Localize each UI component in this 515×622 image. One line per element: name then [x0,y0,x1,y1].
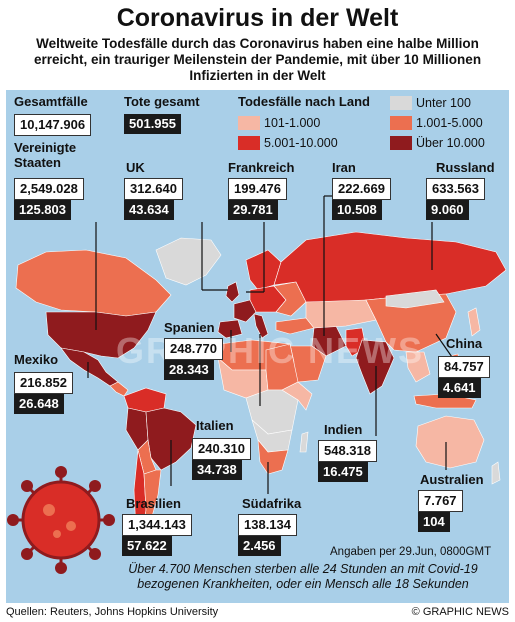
east-africa [281,381,313,411]
country-deaths-russia: 9.060 [426,200,469,220]
country-label-uk: UK [126,160,145,175]
legend-swatch-101-1000 [238,116,260,130]
country-label-brazil: Brasilien [126,496,181,511]
legend-swatch-over-10000 [390,136,412,150]
italy [253,313,269,339]
japan [467,307,481,337]
total-deaths-label: Tote gesamt [124,94,200,109]
country-cases-france: 199.476 [228,178,287,200]
france [233,299,257,323]
country-label-china: China [446,336,483,351]
southeast-asia [405,351,431,383]
country-cases-russia: 633.563 [426,178,485,200]
turkey [275,317,315,335]
legend-label-under-100: Unter 100 [416,96,471,110]
country-label-india: Indien [324,422,363,437]
country-label-italy: Italien [196,418,234,433]
legend-label-1001-5000: 1.001-5.000 [416,116,483,130]
uk [225,281,240,303]
credit: © GRAPHIC NEWS [411,606,509,618]
usa [45,311,157,359]
country-label-iran: Iran [332,160,356,175]
country-cases-southafrica: 138.134 [238,514,297,536]
country-deaths-france: 29.781 [228,200,278,220]
country-deaths-mexico: 26.648 [14,394,64,414]
total-cases-label: Gesamtfälle [14,94,88,109]
madagascar [299,431,309,453]
map-panel: GRAPHIC NEWS Gesamtfälle 10,147.906 Tote… [6,90,509,603]
australia [415,415,485,469]
country-cases-uk: 312.640 [124,178,183,200]
central-africa [245,389,299,435]
greenland [155,237,222,286]
canada [15,249,172,317]
spain [217,319,243,339]
country-cases-china: 84.757 [438,356,490,378]
country-deaths-china: 4.641 [438,378,481,398]
legend-label-5001-10000: 5.001-10.000 [264,136,338,150]
new-zealand [491,461,501,485]
country-label-usa: Vereinigte Staaten [14,140,77,170]
country-deaths-uk: 43.634 [124,200,174,220]
legend-swatch-5001-10000 [238,136,260,150]
country-deaths-india: 16.475 [318,462,368,482]
country-label-russia: Russland [436,160,495,175]
country-label-france: Frankreich [228,160,295,175]
world-map [7,195,507,574]
leader-china [435,333,455,361]
sources: Quellen: Reuters, Johns Hopkins Universi… [6,606,219,618]
leader-lines [87,195,455,494]
country-cases-india: 548.318 [318,440,377,462]
country-cases-australia: 7.767 [418,490,463,512]
country-cases-iran: 222.669 [332,178,391,200]
country-deaths-spain: 28.343 [164,360,214,380]
country-label-southafrica: Südafrika [242,496,302,511]
country-deaths-usa: 125.803 [14,200,71,220]
country-cases-italy: 240.310 [192,438,251,460]
country-cases-spain: 248.770 [164,338,223,360]
virus-illustration [7,466,115,574]
country-deaths-southafrica: 2.456 [238,536,281,556]
watermark: GRAPHIC NEWS [116,330,425,371]
legend-title: Todesfälle nach Land [238,94,370,109]
total-deaths-value: 501.955 [124,114,181,134]
legend-swatch-under-100 [390,96,412,110]
country-label-australia: Australien [420,472,484,487]
central-america [109,381,129,397]
country-deaths-italy: 34.738 [192,460,242,480]
page-title: Coronavirus in der Welt [116,4,399,32]
footnote: Über 4.700 Menschen sterben alle 24 Stun… [128,562,478,591]
russia [273,231,507,305]
legend-label-101-1000: 101-1.000 [264,116,321,130]
country-cases-brazil: 1,344.143 [122,514,192,536]
total-cases-value: 10,147.906 [14,114,92,136]
mongolia [385,289,445,309]
central-asia [305,299,377,329]
date-note: Angaben per 29.Jun, 0800GMT [330,546,492,558]
country-cases-mexico: 216.852 [14,372,73,394]
country-deaths-iran: 10.508 [332,200,382,220]
legend-swatch-1001-5000 [390,116,412,130]
south-africa [257,439,289,475]
legend-label-over-10000: Über 10.000 [416,136,485,150]
country-cases-usa: 2,549.028 [14,178,84,200]
country-deaths-brazil: 57.622 [122,536,172,556]
country-deaths-australia: 104 [418,512,450,532]
country-label-mexico: Mexiko [14,352,59,367]
page-subtitle: Weltweite Todesfälle durch das Coronavir… [33,36,482,83]
country-label-spain: Spanien [164,320,215,335]
